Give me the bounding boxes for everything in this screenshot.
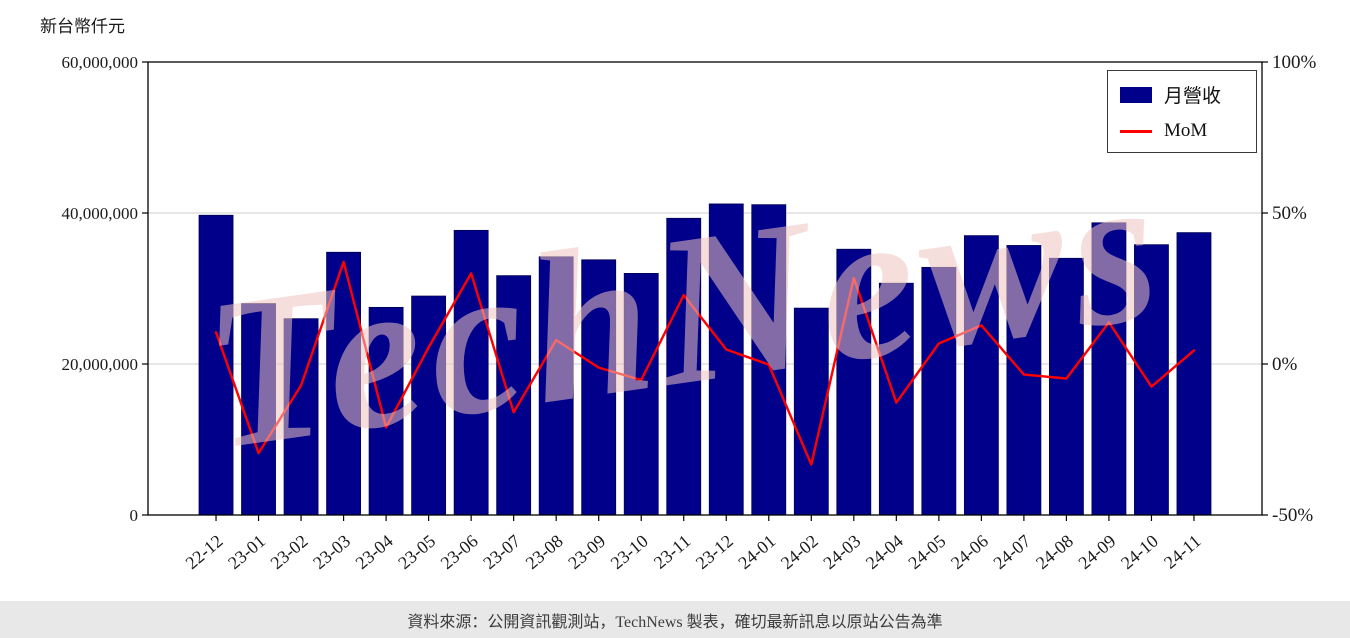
x-axis-tick-label: 22-12 — [182, 531, 227, 573]
x-axis-tick-label: 24-10 — [1117, 531, 1162, 573]
left-axis-tick-label: 0 — [130, 506, 139, 525]
legend-item-mom: MoM — [1108, 114, 1256, 148]
x-axis-tick-label: 23-12 — [692, 531, 737, 573]
x-axis-tick-label: 24-06 — [947, 531, 992, 573]
bar-23-07 — [496, 275, 532, 516]
right-axis-tick-label: 0% — [1272, 354, 1298, 375]
left-axis-tick-label: 20,000,000 — [62, 355, 139, 374]
x-axis-tick-label: 23-05 — [394, 531, 439, 573]
bar-23-05 — [411, 295, 447, 516]
left-axis-tick-label: 40,000,000 — [62, 204, 139, 223]
bar-24-10 — [1134, 244, 1169, 516]
x-axis-tick-label: 23-07 — [479, 531, 524, 573]
x-axis-tick-label: 24-01 — [734, 531, 779, 573]
x-axis-tick-label: 24-03 — [819, 531, 864, 573]
bar-24-07 — [1006, 245, 1042, 516]
x-axis-tick-label: 24-11 — [1160, 531, 1205, 573]
x-axis-tick-label: 24-09 — [1074, 531, 1119, 573]
bar-23-11 — [666, 217, 702, 516]
bar-23-01 — [241, 303, 276, 516]
bar-23-03 — [326, 251, 361, 516]
bar-24-06 — [963, 235, 999, 516]
legend-label-mom: MoM — [1164, 120, 1208, 141]
bar-24-11 — [1176, 232, 1212, 516]
x-axis-tick-label: 23-03 — [309, 531, 354, 573]
x-axis-tick-label: 23-06 — [437, 531, 482, 573]
left-axis-title: 新台幣仟元 — [40, 17, 125, 36]
x-axis-tick-label: 24-07 — [989, 531, 1034, 573]
x-axis-tick-label: 24-08 — [1032, 531, 1077, 573]
x-axis-tick-label: 23-09 — [564, 531, 609, 573]
x-axis-tick-label: 24-04 — [862, 531, 907, 573]
right-axis-tick-label: 50% — [1272, 203, 1307, 224]
right-axis-tick-label: -50% — [1272, 505, 1313, 526]
legend-label-revenue: 月營收 — [1164, 86, 1222, 107]
revenue-mom-chart: 0 20,000,000 40,000,000 60,000,000 -50% 0% 50%… — [62, 52, 1317, 573]
x-axis-tick-label: 24-05 — [904, 531, 949, 573]
right-axis-tick-label: 100% — [1272, 52, 1317, 73]
footer-note: 資料來源：公開資訊觀測站，TechNews 製表，確切最新訊息以原站公告為準 — [0, 601, 1350, 638]
bar-23-09 — [581, 259, 617, 516]
bar-24-03 — [836, 248, 872, 516]
x-axis-tick-label: 23-10 — [607, 531, 652, 573]
legend-item-revenue: 月營收 — [1108, 75, 1256, 114]
bar-23-06 — [453, 229, 489, 516]
mom-line — [214, 260, 1196, 466]
mom-line-swatch — [1120, 129, 1152, 133]
revenue-bar-swatch — [1120, 86, 1152, 103]
x-axis-tick-label: 23-01 — [224, 531, 269, 573]
x-axis-tick-label: 23-04 — [352, 531, 397, 573]
bar-23-10 — [623, 272, 659, 516]
bar-24-08 — [1049, 257, 1084, 516]
bar-24-05 — [921, 266, 957, 516]
left-axis-tick-label: 60,000,000 — [62, 53, 139, 72]
x-axis-tick-label: 23-08 — [522, 531, 567, 573]
bar-23-12 — [708, 203, 744, 516]
plot-border — [147, 61, 1263, 516]
x-axis-tick-label: 23-11 — [650, 531, 695, 573]
legend: 月營收 MoM — [1107, 70, 1257, 153]
x-axis-tick-label: 23-02 — [267, 531, 312, 573]
bar-23-04 — [368, 306, 404, 516]
bar-23-08 — [538, 256, 574, 516]
bar-24-09 — [1091, 222, 1127, 516]
x-axis-tick-label: 24-02 — [777, 531, 822, 573]
